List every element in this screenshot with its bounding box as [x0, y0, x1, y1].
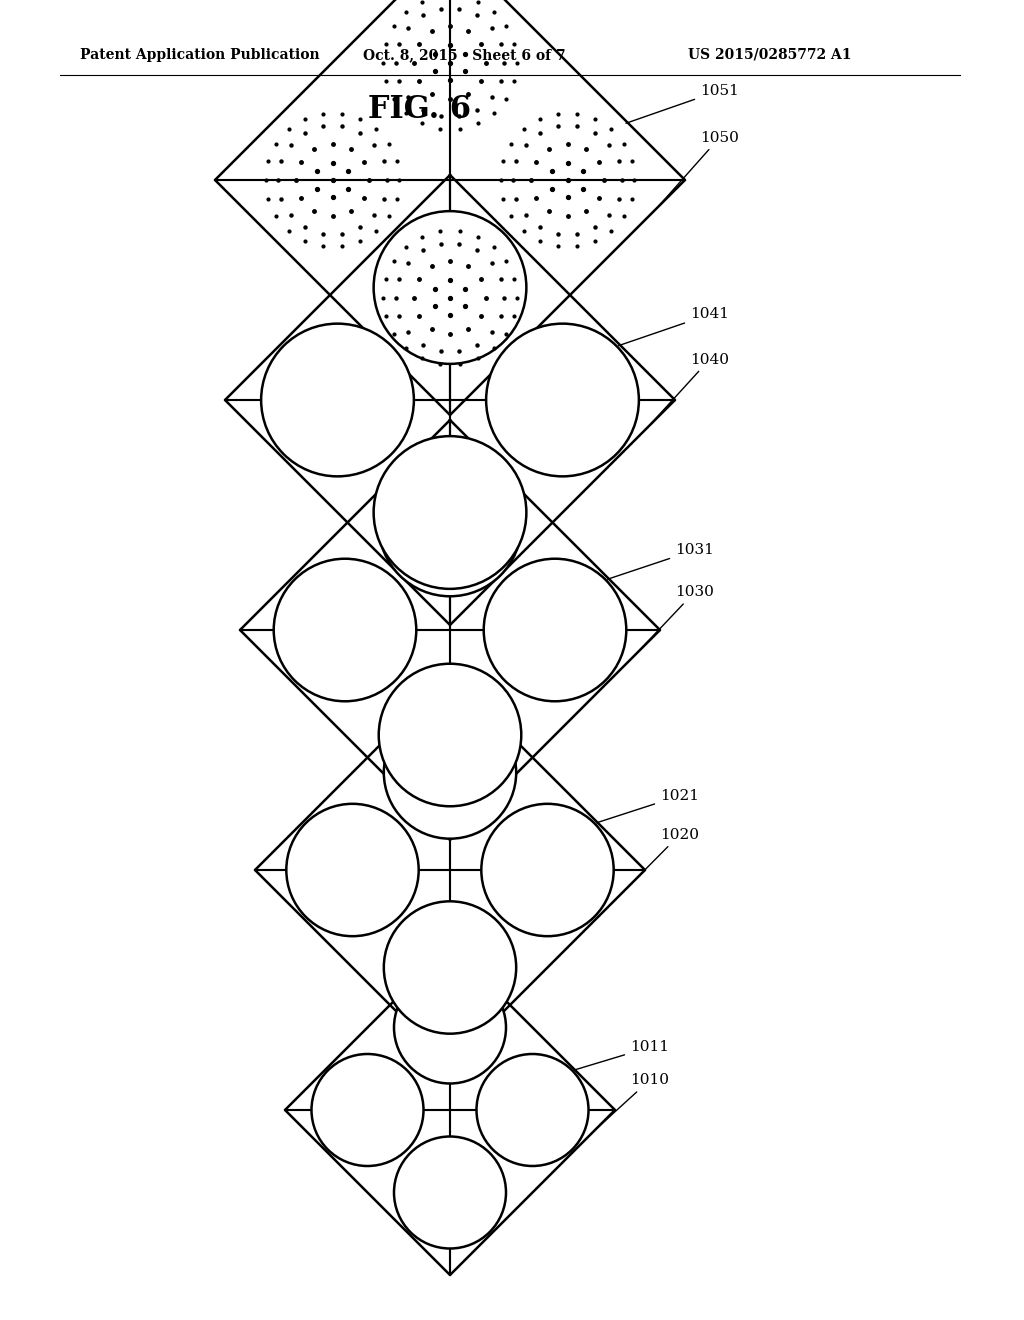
Text: 1031: 1031 [607, 544, 714, 579]
Ellipse shape [476, 1053, 589, 1166]
Text: Oct. 8, 2015   Sheet 6 of 7: Oct. 8, 2015 Sheet 6 of 7 [362, 48, 565, 62]
Ellipse shape [374, 436, 526, 589]
Text: 1021: 1021 [596, 789, 699, 822]
Text: Patent Application Publication: Patent Application Publication [80, 48, 319, 62]
Ellipse shape [273, 558, 417, 701]
Text: 1030: 1030 [637, 585, 714, 653]
Polygon shape [240, 420, 660, 840]
Text: 1011: 1011 [574, 1040, 669, 1071]
Ellipse shape [486, 323, 639, 477]
Polygon shape [255, 675, 645, 1065]
Ellipse shape [483, 558, 627, 701]
Polygon shape [225, 176, 675, 624]
Text: 1041: 1041 [618, 308, 729, 346]
Text: 1020: 1020 [624, 828, 699, 891]
Ellipse shape [394, 972, 506, 1084]
Text: 1051: 1051 [626, 83, 739, 123]
Text: 1050: 1050 [658, 131, 739, 206]
Polygon shape [285, 945, 615, 1275]
Ellipse shape [374, 211, 526, 364]
Ellipse shape [384, 706, 516, 838]
Text: FIG. 6: FIG. 6 [369, 95, 471, 125]
Polygon shape [215, 0, 685, 414]
Ellipse shape [379, 664, 521, 807]
Ellipse shape [481, 804, 613, 936]
Ellipse shape [394, 1137, 506, 1249]
Ellipse shape [287, 804, 419, 936]
Ellipse shape [311, 1053, 424, 1166]
Ellipse shape [379, 454, 521, 597]
Text: 1010: 1010 [597, 1073, 669, 1127]
Ellipse shape [384, 902, 516, 1034]
Ellipse shape [261, 323, 414, 477]
Text: US 2015/0285772 A1: US 2015/0285772 A1 [688, 48, 852, 62]
Text: 1040: 1040 [650, 352, 729, 425]
